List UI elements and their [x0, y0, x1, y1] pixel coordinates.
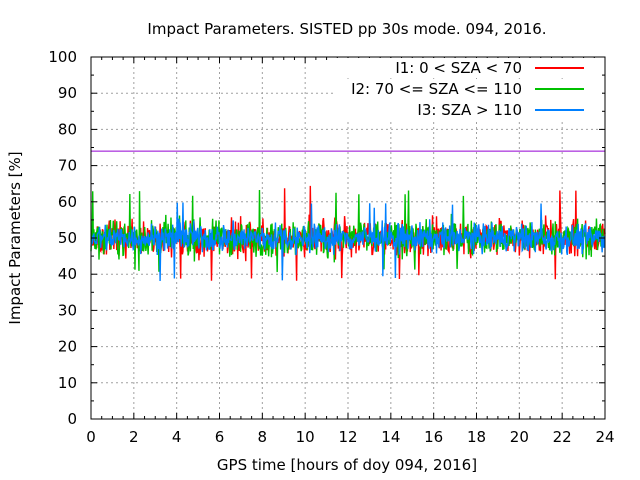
legend-label-3: I3: SZA > 110 — [417, 101, 522, 119]
x-tick-label: 10 — [296, 428, 315, 446]
chart-title: Impact Parameters. SISTED pp 30s mode. 0… — [147, 20, 546, 38]
y-tick-label: 90 — [58, 84, 77, 102]
legend-background — [336, 58, 602, 78]
x-tick-label: 8 — [258, 428, 268, 446]
x-tick-label: 6 — [215, 428, 225, 446]
legend-background — [336, 79, 602, 99]
x-tick-label: 20 — [510, 428, 529, 446]
y-tick-label: 20 — [58, 338, 77, 356]
x-tick-label: 24 — [595, 428, 614, 446]
x-tick-label: 14 — [381, 428, 400, 446]
legend-label-1: I1: 0 < SZA < 70 — [395, 59, 522, 77]
y-tick-label: 70 — [58, 157, 77, 175]
y-tick-label: 80 — [58, 120, 77, 138]
x-tick-label: 0 — [86, 428, 96, 446]
x-tick-label: 12 — [338, 428, 357, 446]
y-tick-label: 0 — [67, 410, 77, 428]
legend: I1: 0 < SZA < 70 I2: 70 <= SZA <= 110 I3: … — [336, 58, 602, 120]
x-tick-label: 18 — [467, 428, 486, 446]
x-tick-label: 22 — [553, 428, 572, 446]
x-tick-label: 2 — [129, 428, 139, 446]
data-layer — [90, 150, 606, 281]
legend-label-2: I2: 70 <= SZA <= 110 — [351, 80, 522, 98]
x-tick-label: 16 — [424, 428, 443, 446]
plot-frame — [90, 56, 606, 420]
y-tick-label: 30 — [58, 301, 77, 319]
x-tick-label: 4 — [172, 428, 182, 446]
y-tick-label: 60 — [58, 193, 77, 211]
y-tick-label: 50 — [58, 229, 77, 247]
legend-background — [336, 100, 602, 120]
y-tick-label: 10 — [58, 374, 77, 392]
y-axis-title: Impact Parameters [%] — [6, 151, 24, 324]
x-axis-title: GPS time [hours of doy 094, 2016] — [217, 456, 477, 474]
y-tick-label: 100 — [48, 48, 77, 66]
y-tick-label: 40 — [58, 265, 77, 283]
series-line-3 — [90, 202, 606, 281]
